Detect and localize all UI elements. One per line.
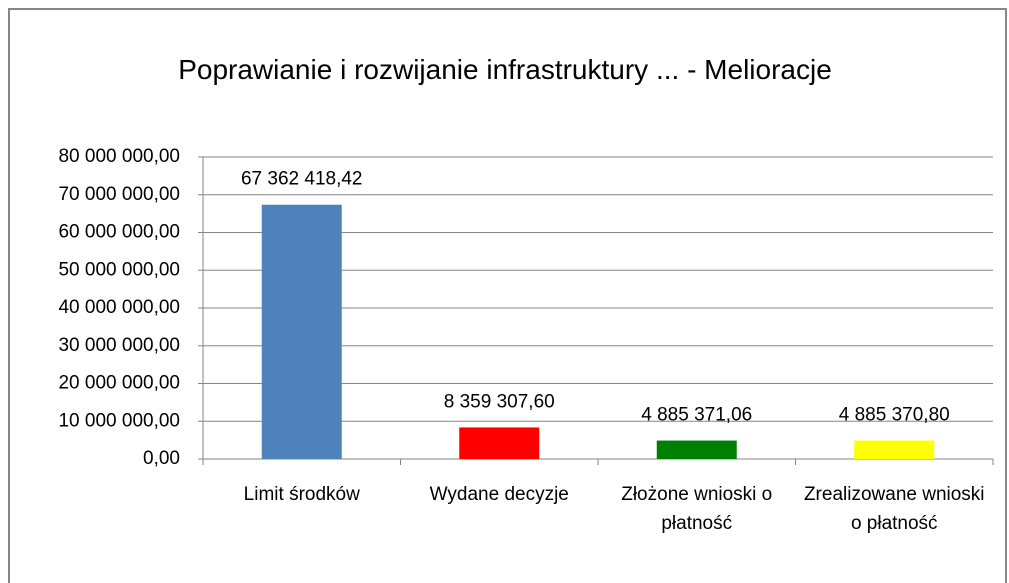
bar — [656, 440, 737, 459]
y-tick-label: 60 000 000,00 — [58, 222, 180, 243]
bar — [459, 427, 540, 459]
x-tick-label: Zrealizowane wnioski o płatność — [804, 484, 985, 534]
x-tick-label: Złożone wnioski o płatność — [621, 484, 772, 534]
y-tick-label: 20 000 000,00 — [58, 373, 180, 394]
y-tick-label: 50 000 000,00 — [58, 259, 180, 280]
y-tick-label: 0,00 — [143, 448, 180, 469]
data-label: 67 362 418,42 — [241, 169, 363, 190]
y-tick-label: 80 000 000,00 — [58, 146, 180, 167]
data-label: 4 885 371,06 — [641, 405, 752, 426]
y-tick-label: 10 000 000,00 — [58, 410, 180, 431]
data-label: 4 885 370,80 — [839, 405, 950, 426]
y-tick-label: 30 000 000,00 — [58, 335, 180, 356]
bar — [854, 440, 935, 459]
chart-border — [8, 8, 1007, 583]
chart-title: Poprawianie i rozwijanie infrastruktury … — [178, 54, 832, 85]
bar — [261, 204, 342, 459]
x-tick-label: Limit środków — [244, 484, 360, 505]
x-tick-label: Wydane decyzje — [430, 484, 569, 505]
y-tick-label: 40 000 000,00 — [58, 297, 180, 318]
data-label: 8 359 307,60 — [444, 391, 555, 412]
y-tick-label: 70 000 000,00 — [58, 184, 180, 205]
